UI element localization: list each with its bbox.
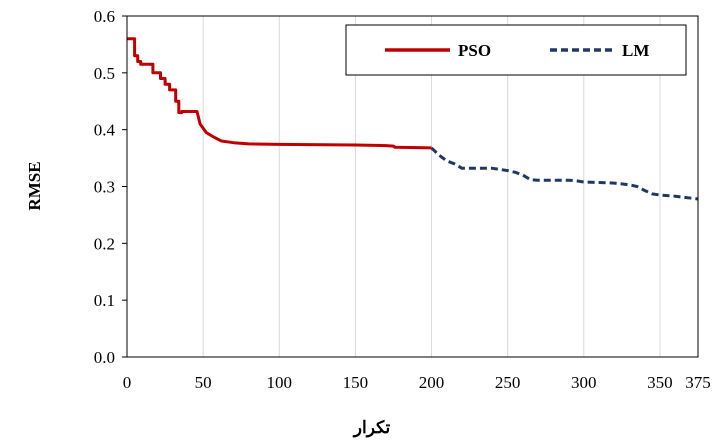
axis-ticks: 0 50 100 150 200 250 300 350 375 0.0 0.1 0.2 0.3 0.4 0… <box>94 7 711 392</box>
x-tick-label: 250 <box>495 373 521 392</box>
x-tick-label: 150 <box>343 373 369 392</box>
series-lines <box>127 37 699 201</box>
x-tick-label: 0 <box>123 373 132 392</box>
x-tick-label: 50 <box>195 373 212 392</box>
y-tick-label: 0.1 <box>94 291 115 310</box>
x-tick-label: 300 <box>571 373 597 392</box>
series-line-lm <box>430 146 699 201</box>
plot-area-border <box>126 15 699 358</box>
legend: PSO LM <box>345 24 687 76</box>
y-axis-title: RMSE <box>25 161 44 210</box>
y-tick-label: 0.4 <box>94 121 116 140</box>
x-tick-label: 350 <box>647 373 673 392</box>
legend-label-lm: LM <box>622 41 649 60</box>
x-tick-label: 200 <box>419 373 445 392</box>
y-tick-label: 0.2 <box>94 234 115 253</box>
series-line-pso <box>127 37 432 150</box>
legend-label-pso: PSO <box>458 41 491 60</box>
y-tick-label: 0.5 <box>94 64 115 83</box>
y-tick-label: 0.6 <box>94 7 115 26</box>
x-tick-label: 375 <box>685 373 711 392</box>
y-tick-label: 0.0 <box>94 348 115 367</box>
y-tick-label: 0.3 <box>94 178 115 197</box>
x-axis-title: تکرار <box>352 418 391 438</box>
x-tick-label: 100 <box>267 373 293 392</box>
